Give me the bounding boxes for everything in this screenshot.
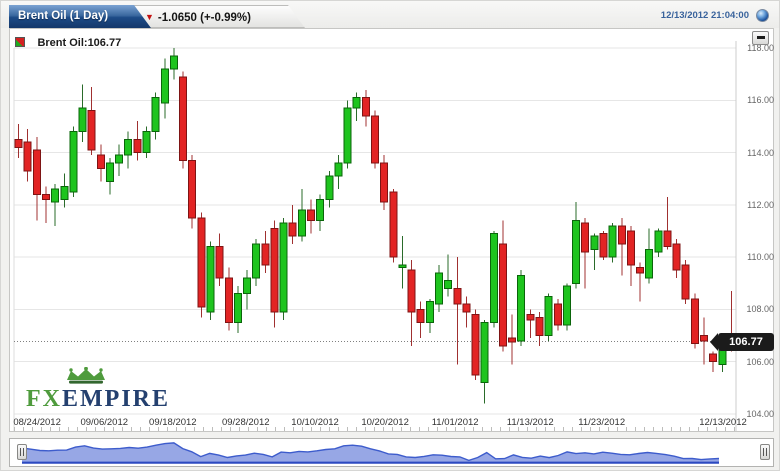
legend: Brent Oil:106.77 [15,33,122,49]
tab-instrument[interactable]: Brent Oil (1 Day) [9,5,151,28]
last-price-tag: 106.77 [710,332,774,351]
y-axis-label: 104.00 [746,409,774,419]
x-axis-label: 11/23/2012 [578,417,626,428]
chart-panel: Brent Oil:106.77 118.00 116.00 114.00 112.0… [9,28,774,432]
x-axis-minor-ticks [14,427,736,431]
series-swatch-icon [15,37,25,47]
globe-icon[interactable] [756,9,769,22]
change-value-label: -1.0650 (+-0.99%) [157,12,251,24]
brand-name: FXEMPIRE [26,386,170,412]
y-axis-label: 116.00 [747,95,774,106]
series-label: Brent Oil:106.77 [37,37,122,49]
y-axis-label: 114.00 [747,147,774,158]
x-axis-label: 08/24/2012 [13,417,61,428]
tab-change-value[interactable]: ▼ -1.0650 (+-0.99%) [123,5,305,28]
y-axis-label: 108.00 [746,304,774,315]
x-axis-label: 10/20/2012 [361,417,409,428]
range-navigator[interactable] [9,438,774,467]
collapse-axis-button[interactable] [752,31,769,45]
down-triangle-icon: ▼ [145,12,154,22]
x-axis-label: 10/10/2012 [291,417,339,428]
navigator-area-chart [21,442,720,464]
timestamp-label: 12/13/2012 21:04:00 [660,10,749,21]
minus-icon [756,36,765,39]
brand-watermark: FXEMPIRE [26,367,170,413]
candles [14,48,736,404]
x-axis-label: 09/28/2012 [221,417,270,428]
instrument-label: Brent Oil (1 Day) [18,10,109,22]
price-tag-arrow-icon [710,332,718,351]
y-axis-label: 118.00 [747,43,774,53]
last-price-value: 106.77 [729,335,763,348]
x-axis-label: 09/18/2012 [149,417,197,428]
crown-icon [67,367,105,384]
navigator-left-handle[interactable] [17,444,27,460]
y-axis-label: 106.00 [746,356,774,367]
x-axis-label: 11/01/2012 [431,417,479,428]
x-axis-label: 11/13/2012 [506,417,554,428]
plot-area[interactable] [10,29,773,431]
y-axis-label: 112.00 [747,199,774,210]
x-axis-label: 09/06/2012 [80,417,129,428]
y-axis-label: 110.00 [747,252,774,263]
tab-bar: ▼ -1.0650 (+-0.99%) Brent Oil (1 Day) 12/… [1,1,779,28]
navigator-right-handle[interactable] [760,444,770,460]
x-axis-label: 12/13/2012 [699,417,747,428]
